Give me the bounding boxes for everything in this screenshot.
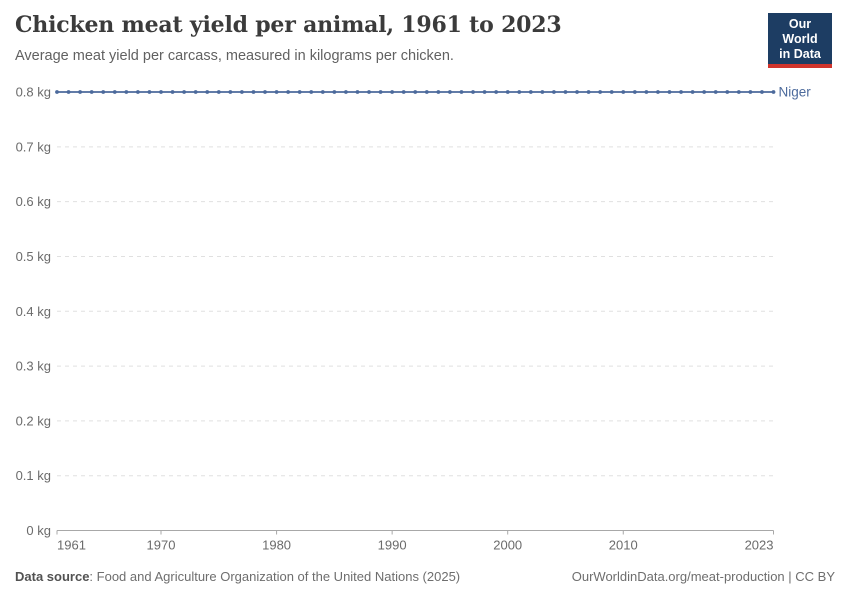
data-point	[159, 90, 163, 94]
footer-credits: OurWorldinData.org/meat-production | CC …	[572, 569, 835, 584]
owid-logo-line2: in Data	[779, 46, 821, 61]
y-tick-label: 0.1 kg	[16, 468, 51, 483]
data-point	[344, 90, 348, 94]
data-point	[216, 90, 221, 94]
data-point	[135, 90, 140, 94]
x-tick-label: 1970	[147, 538, 176, 553]
x-tick-label: 1990	[378, 538, 407, 553]
x-tick-label: 1961	[57, 538, 86, 553]
owid-logo-line1: Our World	[782, 17, 818, 46]
data-point	[378, 90, 383, 94]
data-point	[205, 90, 210, 94]
data-point	[713, 90, 718, 94]
data-point	[297, 90, 302, 94]
data-point	[182, 90, 187, 94]
data-point	[170, 90, 175, 94]
data-point	[147, 90, 152, 94]
data-point	[736, 90, 741, 94]
data-point	[505, 90, 510, 94]
data-point	[320, 90, 325, 94]
data-point	[55, 90, 59, 94]
data-point	[586, 90, 591, 94]
chart-title: Chicken meat yield per animal, 1961 to 2…	[15, 12, 562, 38]
x-tick-label: 2023	[745, 538, 774, 553]
data-point	[528, 90, 533, 94]
data-point	[760, 90, 764, 94]
data-point	[78, 90, 83, 94]
data-point	[367, 90, 371, 94]
data-point	[101, 90, 106, 94]
data-point	[66, 90, 71, 94]
license-label: CC BY	[795, 569, 835, 584]
data-point	[89, 90, 94, 94]
data-source-label: Data source	[15, 569, 90, 584]
data-point	[656, 90, 660, 94]
data-point	[286, 90, 291, 94]
data-source-note: Data source: Food and Agriculture Organi…	[15, 569, 460, 584]
data-point	[725, 90, 730, 94]
data-point	[482, 90, 487, 94]
data-point	[552, 90, 556, 94]
data-point	[632, 90, 637, 94]
footer-divider: |	[784, 569, 796, 584]
data-point	[355, 90, 360, 94]
data-point	[401, 90, 406, 94]
data-point	[494, 90, 499, 94]
data-point	[228, 90, 233, 94]
data-point	[459, 90, 464, 94]
y-tick-label: 0.8 kg	[16, 85, 51, 100]
data-point	[436, 90, 441, 94]
data-source-text: : Food and Agriculture Organization of t…	[89, 569, 461, 584]
y-tick-label: 0.4 kg	[16, 304, 51, 319]
data-point	[771, 90, 776, 94]
data-point	[413, 90, 418, 94]
data-point	[424, 90, 429, 94]
data-point	[193, 90, 198, 94]
data-point	[517, 90, 522, 94]
y-tick-label: 0 kg	[26, 523, 51, 538]
data-point	[448, 90, 452, 94]
data-point	[609, 90, 614, 94]
data-point	[112, 90, 117, 94]
data-point	[667, 90, 672, 94]
chart-footer: Data source: Food and Agriculture Organi…	[15, 569, 835, 584]
data-point	[540, 90, 545, 94]
data-point	[309, 90, 314, 94]
data-point	[679, 90, 683, 94]
data-point	[621, 90, 626, 94]
data-point	[390, 90, 395, 94]
x-tick-label: 2010	[609, 538, 638, 553]
x-tick-label: 2000	[493, 538, 522, 553]
series-entity-label: Niger	[779, 85, 812, 100]
data-point	[690, 90, 695, 94]
data-point	[251, 90, 256, 94]
data-point	[124, 90, 129, 94]
y-tick-label: 0.6 kg	[16, 194, 51, 209]
data-point	[702, 90, 707, 94]
chart-subtitle: Average meat yield per carcass, measured…	[15, 48, 454, 64]
data-point	[332, 90, 337, 94]
y-tick-label: 0.7 kg	[16, 139, 51, 154]
chart-url-link[interactable]: OurWorldinData.org/meat-production	[571, 569, 785, 584]
x-tick-label: 1980	[262, 538, 291, 553]
data-point	[575, 90, 579, 94]
data-point	[471, 90, 475, 94]
data-point	[240, 90, 244, 94]
data-point	[748, 90, 753, 94]
data-point	[563, 90, 568, 94]
data-point	[263, 90, 267, 94]
data-point	[644, 90, 649, 94]
y-tick-label: 0.3 kg	[16, 359, 51, 374]
data-point	[598, 90, 603, 94]
y-tick-label: 0.5 kg	[16, 249, 51, 264]
data-point	[274, 90, 279, 94]
owid-logo[interactable]: Our World in Data	[768, 13, 832, 69]
y-tick-label: 0.2 kg	[16, 413, 51, 428]
